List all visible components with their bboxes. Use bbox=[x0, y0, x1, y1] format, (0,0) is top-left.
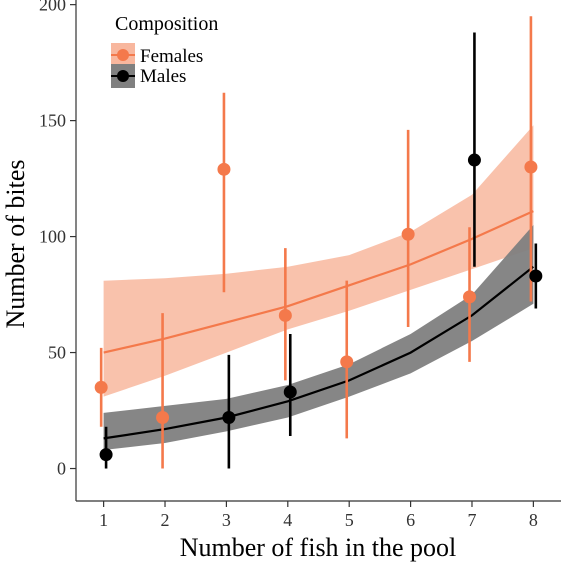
point-males-7 bbox=[467, 153, 481, 167]
legend-key-males-point bbox=[117, 70, 129, 82]
fit-lines bbox=[103, 210, 535, 440]
x-tick-label-1: 1 bbox=[99, 510, 108, 530]
point-females-6 bbox=[401, 227, 415, 241]
x-tick-label-4: 4 bbox=[283, 510, 292, 530]
x-tick-label-8: 8 bbox=[529, 510, 538, 530]
confidence-band-females bbox=[103, 125, 534, 397]
x-tick-label-7: 7 bbox=[467, 510, 476, 530]
point-females-2 bbox=[156, 411, 170, 424]
y-tick-label-0: 0 bbox=[57, 459, 66, 479]
x-tick-label-2: 2 bbox=[161, 510, 170, 530]
y-tick-label-50: 50 bbox=[48, 343, 66, 363]
point-males-4 bbox=[283, 385, 297, 399]
point-females-1 bbox=[94, 380, 108, 394]
point-males-1 bbox=[99, 448, 113, 462]
data-points bbox=[94, 153, 543, 462]
y-tick-label-200: 200 bbox=[39, 0, 66, 15]
legend-title: Composition bbox=[115, 13, 218, 35]
legend-label-females: Females bbox=[140, 46, 203, 67]
fit-line-females bbox=[103, 210, 534, 354]
point-males-3 bbox=[222, 411, 236, 424]
axes bbox=[75, 0, 561, 502]
y-tick-label-150: 150 bbox=[39, 111, 66, 131]
x-tick-label-6: 6 bbox=[406, 510, 415, 530]
point-females-8 bbox=[524, 160, 538, 174]
confidence-bands bbox=[103, 125, 534, 450]
confidence-band-males bbox=[103, 225, 534, 450]
y-axis-title: Number of bites bbox=[1, 160, 30, 329]
point-females-3 bbox=[217, 162, 231, 176]
x-tick-label-5: 5 bbox=[345, 510, 354, 530]
point-males-8 bbox=[529, 269, 543, 283]
point-females-5 bbox=[340, 355, 354, 369]
point-females-4 bbox=[278, 308, 292, 322]
legend-label-males: Males bbox=[140, 66, 186, 87]
y-tick-label-100: 100 bbox=[39, 227, 66, 247]
y-ticks: 0 50 100 150 200 bbox=[39, 0, 76, 479]
legend: Composition Females Males bbox=[111, 13, 218, 88]
legend-key-females-point bbox=[117, 49, 129, 61]
x-axis-title: Number of fish in the pool bbox=[180, 533, 457, 562]
fit-line-males bbox=[103, 265, 535, 440]
point-females-7 bbox=[463, 290, 477, 304]
x-tick-label-3: 3 bbox=[222, 510, 231, 530]
x-ticks: 1 2 3 4 5 6 7 8 bbox=[99, 501, 538, 530]
